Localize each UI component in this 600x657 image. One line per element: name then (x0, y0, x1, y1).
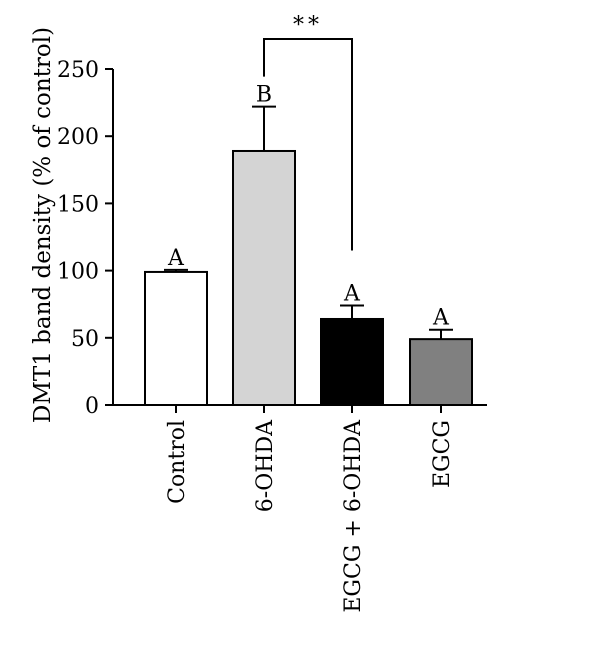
x-tick-label: 6-OHDA (253, 419, 278, 512)
x-tick-label: EGCG (430, 420, 455, 488)
bar-6-ohda (232, 149, 296, 406)
y-axis-title: DMT1 band density (% of control) (30, 27, 56, 423)
bar-egcg-6-ohda (320, 317, 384, 407)
bar-egcg (409, 338, 473, 407)
group-letter: B (256, 83, 272, 108)
y-tick-label: 200 (57, 125, 99, 150)
y-tick-label: 100 (57, 260, 99, 285)
y-tick-label: 250 (57, 58, 99, 83)
y-tick-label: 150 (57, 192, 99, 217)
y-axis: 0 50 100 150 200 250 (57, 58, 114, 419)
x-tick-label: EGCG + 6-OHDA (341, 419, 366, 613)
group-letter: A (167, 246, 185, 271)
group-letter: A (343, 282, 361, 307)
y-tick-label: 50 (71, 327, 99, 352)
x-axis: Control 6-OHDA EGCG + 6-OHDA EGCG (113, 404, 487, 613)
annotations: A B A A ** (167, 13, 450, 331)
significance-label: ** (293, 13, 323, 38)
y-tick-label: 0 (85, 394, 99, 419)
significance-bracket (263, 38, 353, 251)
group-letter: A (432, 306, 450, 331)
bar-control (144, 270, 208, 406)
bars (144, 105, 473, 407)
x-tick-label: Control (165, 420, 190, 504)
